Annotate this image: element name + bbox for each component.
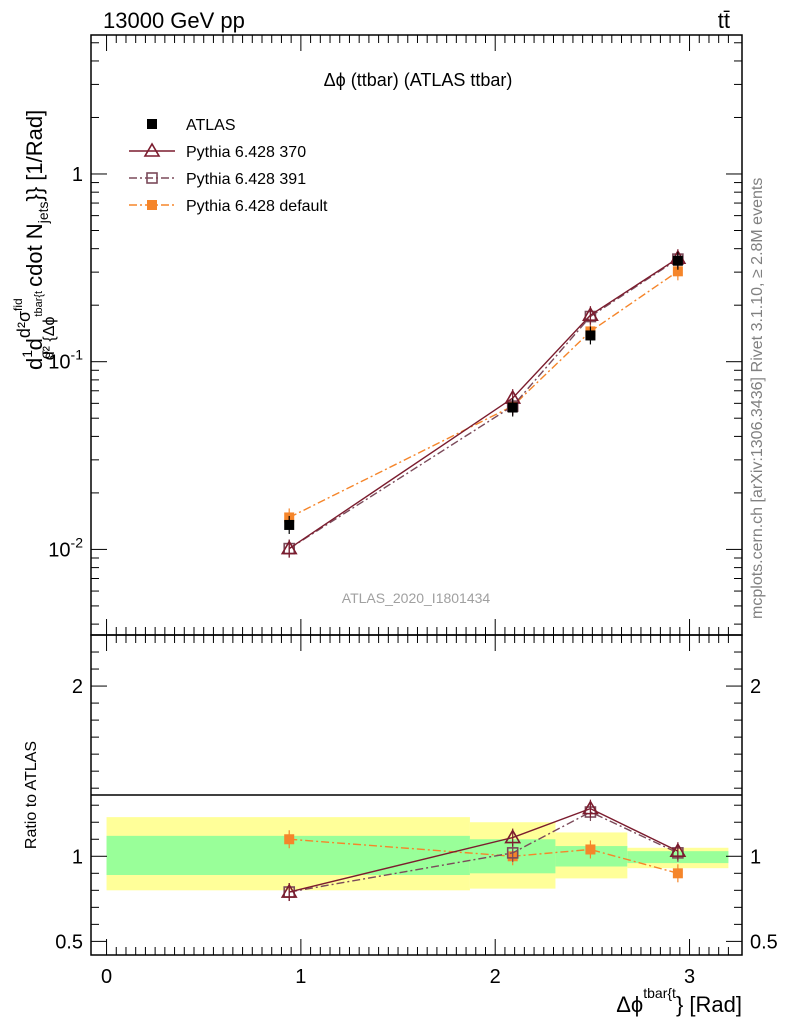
ratio-pythia-6-428-370-point bbox=[669, 842, 687, 857]
ratio-y-axis-label-group: Ratio to ATLAS bbox=[23, 741, 40, 849]
ratio-pythia-6-428-default-point bbox=[585, 844, 596, 855]
ratio-pythia-6-428-370-point bbox=[280, 883, 298, 898]
x-label-main: Δϕ bbox=[616, 992, 643, 1017]
y-frac2-den-sup: tbar{t bbox=[33, 291, 45, 317]
main-y-tick-label: 10-1 bbox=[48, 347, 83, 374]
legend-marker-0 bbox=[147, 119, 157, 129]
tick-base: 10 bbox=[48, 539, 70, 561]
ratio-pythia-6-428-391-line bbox=[289, 811, 679, 893]
y-frac2-num-sup: fid bbox=[11, 298, 25, 311]
main-pythia-6-428-370-point bbox=[582, 306, 599, 321]
legend-marker-2 bbox=[146, 172, 158, 184]
ratio-y-tick-label-left: 0.5 bbox=[55, 931, 83, 953]
ratio-y-tick-label-right: 0.5 bbox=[750, 931, 778, 953]
legend: ATLAS Pythia 6.428 370 Pythia 6.428 391 Pyt… bbox=[129, 117, 328, 215]
main-atlas-point bbox=[585, 330, 596, 341]
ratio-pythia-6-428-default-line bbox=[289, 838, 679, 874]
x-label-tail: } [Rad] bbox=[676, 992, 742, 1017]
ratio-y-tick-label-left: 1 bbox=[72, 846, 83, 868]
main-pythia-6-428-370-point bbox=[280, 540, 298, 555]
process-label: tt̄ bbox=[718, 8, 730, 33]
ratio-series-group bbox=[280, 799, 687, 902]
ratio-pythia-6-428-370-point bbox=[504, 828, 522, 844]
main-pythia-6-428-default-point bbox=[672, 266, 683, 277]
y-middle-sub: jets bbox=[35, 202, 51, 225]
x-tick-label: 1 bbox=[295, 966, 306, 988]
main-atlas-point bbox=[284, 519, 295, 530]
tick-base: 10 bbox=[48, 352, 70, 374]
main-atlas-point bbox=[672, 255, 683, 266]
ratio-axis-ticks: 0 1 2 3 0.5 0.5 1 1 2 2 bbox=[55, 635, 778, 988]
x-tick-label: 3 bbox=[684, 966, 695, 988]
chart-title: Δϕ (ttbar) (ATLAS ttbar) bbox=[324, 70, 513, 90]
legend-marker-1 bbox=[143, 142, 161, 157]
ratio-y-tick-label-right: 2 bbox=[750, 676, 761, 698]
y-middle: cdot N bbox=[22, 223, 47, 287]
main-pythia-6-428-370-line bbox=[288, 257, 679, 550]
legend-marker-3 bbox=[147, 200, 157, 210]
ratio-y-axis-label: Ratio to ATLAS bbox=[23, 741, 40, 849]
rivet-label-group: Rivet 3.1.10, ≥ 2.8M events bbox=[749, 178, 766, 373]
main-atlas-point bbox=[507, 402, 518, 413]
ratio-y-tick-label-left: 2 bbox=[72, 676, 83, 698]
legend-label-3: Pythia 6.428 default bbox=[186, 198, 328, 215]
energy-label: 13000 GeV pp bbox=[103, 8, 245, 33]
ratio-pythia-6-428-391-point bbox=[506, 847, 519, 859]
legend-label-0: ATLAS bbox=[186, 117, 236, 134]
y-frac2-num: d²σ bbox=[14, 311, 34, 338]
tick-exp: -1 bbox=[71, 347, 84, 363]
x-tick-label: 0 bbox=[101, 966, 112, 988]
legend-label-2: Pythia 6.428 391 bbox=[186, 171, 306, 188]
ratio-pythia-6-428-370-line bbox=[289, 807, 679, 893]
ratio-pythia-6-428-default-point bbox=[284, 834, 295, 845]
ratio-y-tick-label-right: 1 bbox=[750, 846, 761, 868]
legend-label-1: Pythia 6.428 370 bbox=[186, 144, 306, 161]
source-label: mcplots.cern.ch [arXiv:1306.3436] bbox=[749, 377, 766, 619]
band-green-2 bbox=[555, 846, 628, 867]
tick-exp: -2 bbox=[71, 534, 84, 550]
ratio-pythia-6-428-default-point bbox=[672, 868, 683, 879]
main-y-tick-label: 1 bbox=[72, 164, 83, 186]
main-y-axis-label: d1 σdd²σfidd² {Δϕtbar{tcdot Njets}} [1/Ra… bbox=[11, 110, 58, 370]
x-label-sup: tbar{t bbox=[643, 985, 676, 1001]
y-frac1-num: 1 bbox=[19, 350, 35, 358]
y-frac2-den: d² {Δϕ bbox=[41, 317, 58, 361]
main-y-tick-label: 10-2 bbox=[48, 534, 83, 561]
main-pythia-6-428-391-line bbox=[288, 258, 679, 550]
ratio-plot-frame bbox=[90, 634, 743, 956]
y-frac1-den: σ bbox=[37, 350, 53, 359]
main-pythia-6-428-default-line bbox=[288, 270, 679, 519]
main-axis-ticks: 10-210-11 bbox=[48, 35, 742, 635]
ratio-uncertainty-bands bbox=[106, 817, 729, 891]
y-tail: }} [1/Rad] bbox=[22, 110, 47, 202]
ratio-pythia-6-428-370-point bbox=[582, 800, 599, 815]
rivet-version-label: Rivet 3.1.10, ≥ 2.8M events bbox=[749, 178, 766, 373]
source-label-group: mcplots.cern.ch [arXiv:1306.3436] bbox=[749, 377, 766, 619]
x-tick-label: 2 bbox=[490, 966, 501, 988]
main-series-group bbox=[280, 249, 687, 558]
analysis-watermark: ATLAS_2020_I1801434 bbox=[342, 590, 491, 606]
x-axis-label: Δϕtbar{t} [Rad] bbox=[616, 985, 742, 1017]
